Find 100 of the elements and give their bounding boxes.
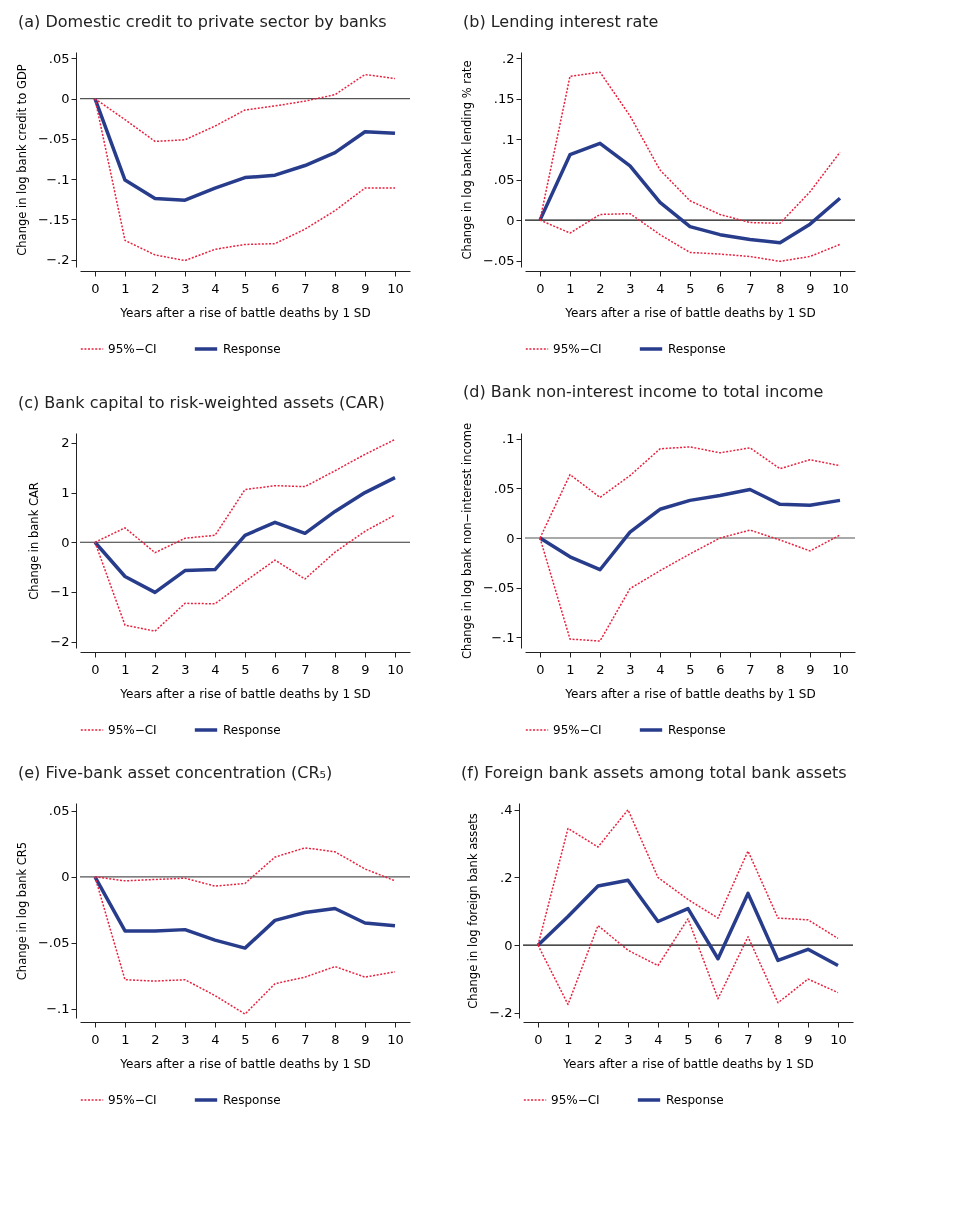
x-tick-label: 10 [832,280,849,296]
legend-label: Response [223,1093,281,1107]
y-tick-label: .4 [500,802,513,818]
x-tick-label: 0 [536,661,545,677]
chart-title: (b) Lending interest rate [463,12,659,31]
y-tick-label: .2 [500,869,513,885]
line-series [536,878,840,968]
y-tick-label: .05 [48,50,70,66]
y-tick-label: −.1 [491,629,515,645]
x-tick-label: 10 [832,661,849,677]
x-tick-label: 0 [534,1031,543,1047]
y-axis-title: Change in log bank non−interest income [459,422,474,660]
legend-label: Response [223,723,281,737]
x-tick-label: 4 [656,661,665,677]
y-axis-title: Change in bank CAR [27,482,42,600]
line-series [538,487,842,572]
chart-title: (c) Bank capital to risk-weighted assets (CAR) [18,393,385,412]
x-tick-label: 6 [716,280,725,296]
x-tick-label: 5 [241,1031,250,1047]
x-axis-title: Years after a rise of battle deaths by 1 SD [562,1056,814,1071]
y-tick-label: 0 [61,91,70,107]
x-tick-label: 9 [361,661,370,677]
x-tick-label: 9 [361,1031,370,1047]
x-tick-label: 3 [181,661,190,677]
x-tick-label: 3 [624,1031,633,1047]
y-tick-label: .1 [502,131,515,147]
x-axis-title: Years after a rise of battle deaths by 1 SD [119,686,371,701]
line-series [538,141,842,245]
chart-title: (e) Five-bank asset concentration (CR₅) [18,763,333,782]
x-axis-title: Years after a rise of battle deaths by 1 SD [119,1056,371,1071]
x-tick-label: 5 [241,280,250,296]
legend-label: 95%−CI [108,723,157,737]
x-tick-label: 0 [91,661,100,677]
y-tick-label: 1 [61,485,70,501]
x-tick-label: 3 [181,280,190,296]
x-tick-label: 7 [301,1031,310,1047]
x-tick-label: 5 [684,1031,693,1047]
y-tick-label: −.1 [46,1001,70,1017]
x-tick-label: 8 [331,1031,340,1047]
x-tick-label: 9 [804,1031,813,1047]
x-tick-label: 8 [776,661,785,677]
y-tick-label: −.2 [46,252,70,268]
x-tick-label: 8 [776,280,785,296]
line-series [93,96,397,202]
x-tick-label: 1 [121,280,130,296]
x-tick-label: 4 [211,661,220,677]
x-tick-label: 8 [331,280,340,296]
x-tick-label: 6 [271,661,280,677]
y-tick-label: −.15 [37,211,70,227]
y-axis-title: Change in log bank credit to GDP [14,64,29,256]
y-axis-title: Change in log foreign bank assets [466,813,481,1009]
x-tick-label: 7 [746,661,755,677]
y-tick-label: −2 [50,634,70,650]
y-tick-label: −.05 [482,580,515,596]
y-tick-label: −.05 [482,253,515,269]
x-tick-label: 10 [830,1031,847,1047]
x-tick-label: 6 [271,280,280,296]
x-tick-label: 1 [566,661,575,677]
chart-title: (d) Bank non-interest income to total income [463,382,824,402]
y-tick-label: .15 [493,91,515,107]
x-tick-label: 1 [566,280,575,296]
x-tick-label: 1 [564,1031,573,1047]
x-axis-title: Years after a rise of battle deaths by 1 SD [564,686,816,701]
y-axis-title: Change in log bank lending % rate [459,60,474,260]
x-tick-label: 7 [301,661,310,677]
x-tick-label: 1 [121,661,130,677]
x-tick-label: 1 [121,1031,130,1047]
x-tick-label: 8 [774,1031,783,1047]
legend-label: 95%−CI [551,1093,600,1107]
y-tick-label: .1 [502,431,515,447]
y-tick-label: −.05 [37,935,70,951]
x-tick-label: 9 [361,280,370,296]
y-tick-label: 2 [61,435,70,451]
legend-label: 95%−CI [553,342,602,356]
x-tick-label: 7 [301,280,310,296]
x-axis-title: Years after a rise of battle deaths by 1 SD [564,305,816,320]
x-tick-label: 10 [387,280,404,296]
y-tick-label: 0 [61,534,70,550]
legend-label: 95%−CI [553,723,602,737]
legend-label: 95%−CI [108,342,157,356]
y-axis-title: Change in log bank CR5 [14,841,29,981]
x-tick-label: 0 [91,280,100,296]
y-tick-label: .05 [48,803,70,819]
x-tick-label: 0 [536,280,545,296]
x-axis-title: Years after a rise of battle deaths by 1 SD [119,305,371,320]
legend-label: Response [223,342,281,356]
y-tick-label: −1 [50,584,70,600]
x-tick-label: 5 [686,280,695,296]
x-tick-label: 5 [241,661,250,677]
legend-label: Response [666,1093,724,1107]
x-tick-label: 3 [181,1031,190,1047]
x-tick-label: 4 [211,280,220,296]
y-tick-label: 0 [506,212,515,228]
y-tick-label: −.1 [46,171,70,187]
legend-label: Response [668,723,726,737]
x-tick-label: 2 [594,1031,603,1047]
x-tick-label: 2 [151,661,160,677]
x-tick-label: 8 [331,661,340,677]
y-tick-label: −.05 [37,131,70,147]
x-tick-label: 4 [654,1031,663,1047]
